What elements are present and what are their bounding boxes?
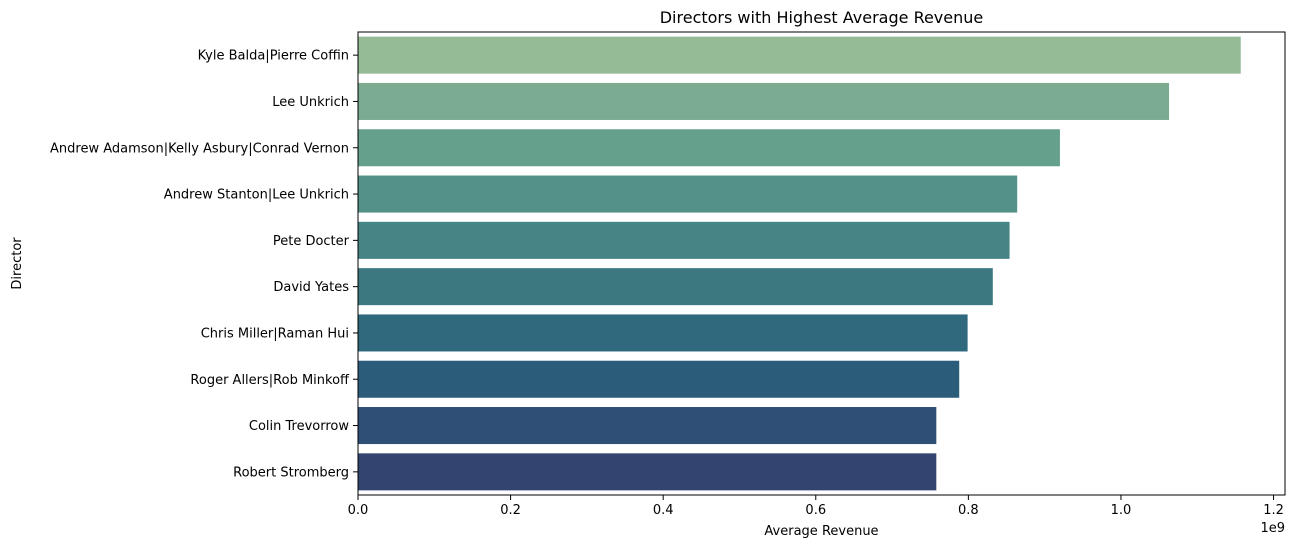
y-tick-label: Colin Trevorrow: [249, 419, 349, 434]
plot-frame: [357, 31, 1286, 496]
bars-group: [358, 36, 1241, 491]
x-tick-label: 0.0: [348, 503, 369, 518]
bar: [358, 175, 1018, 213]
y-tick-label: Roger Allers|Rob Minkoff: [190, 373, 350, 388]
bar: [358, 129, 1060, 167]
bar: [358, 360, 960, 398]
bar: [358, 407, 937, 445]
x-tick-label: 1.2: [1263, 503, 1284, 518]
x-tick-label: 0.4: [653, 503, 674, 518]
x-axis-title: Average Revenue: [764, 524, 878, 539]
bar: [358, 314, 968, 352]
bar: [358, 221, 1010, 259]
chart-title: Directors with Highest Average Revenue: [660, 8, 984, 27]
y-tick-label: Chris Miller|Raman Hui: [201, 326, 349, 341]
y-tick-label: Robert Stromberg: [233, 465, 349, 480]
y-tick-label: Pete Docter: [273, 234, 350, 249]
axes-frame: [357, 31, 1286, 496]
bar: [358, 82, 1170, 120]
y-tick-label: Andrew Adamson|Kelly Asbury|Conrad Verno…: [50, 141, 349, 156]
bar: [358, 453, 937, 491]
y-tick-label: David Yates: [273, 280, 349, 295]
y-tick-label: Lee Unkrich: [272, 95, 349, 110]
y-axis-ticks: Kyle Balda|Pierre Coffin Lee Unkrich Andre…: [50, 49, 358, 480]
x-tick-label: 1.0: [1111, 503, 1132, 518]
y-tick-label: Andrew Stanton|Lee Unkrich: [164, 188, 349, 203]
bar: [358, 268, 993, 306]
bar: [358, 36, 1241, 74]
y-tick-label: Kyle Balda|Pierre Coffin: [198, 49, 349, 64]
y-axis-title: Director: [10, 237, 25, 290]
x-tick-label: 0.8: [958, 503, 979, 518]
x-axis-multiplier: 1e9: [1260, 521, 1285, 536]
x-tick-label: 0.2: [500, 503, 521, 518]
x-tick-label: 0.6: [805, 503, 826, 518]
x-axis-ticks: 0.0 0.2 0.4 0.6 0.8 1.0 1.2: [348, 495, 1284, 518]
